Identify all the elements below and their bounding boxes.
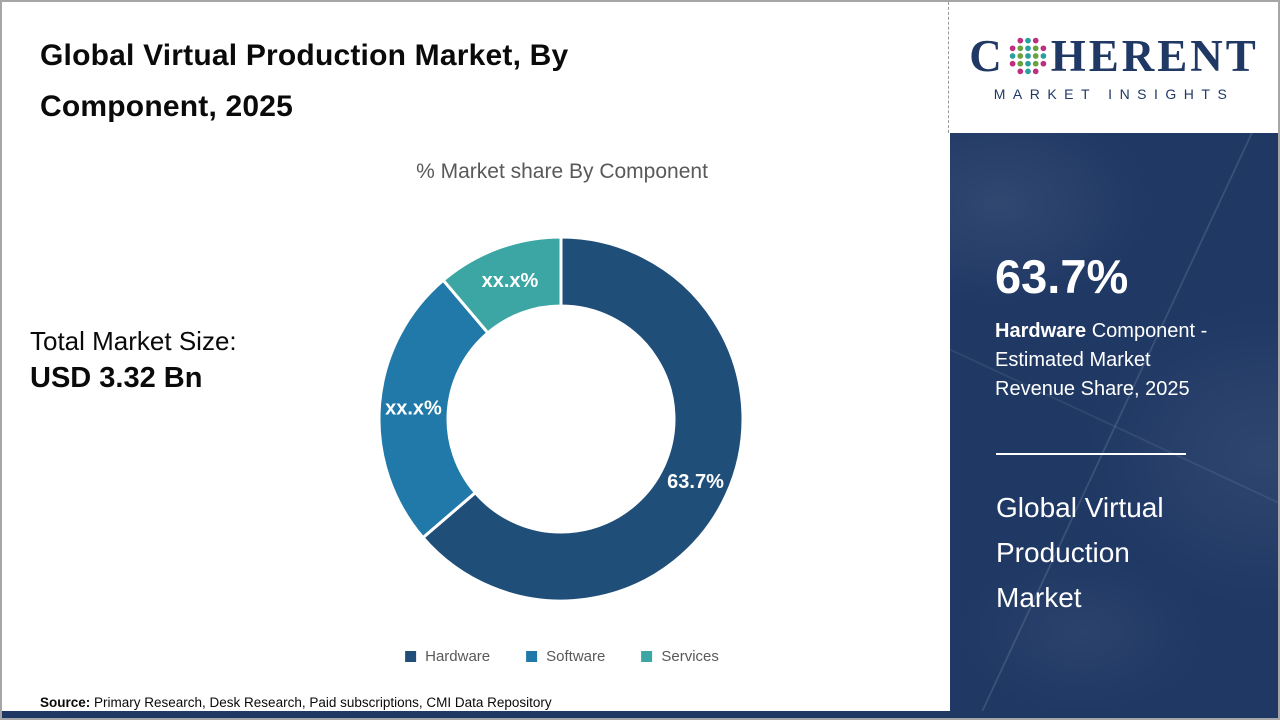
slice-label-hardware: 63.7% — [667, 471, 724, 493]
slice-label-software: xx.x% — [385, 397, 442, 419]
slice-label-services: xx.x% — [482, 270, 539, 292]
chart-legend: Hardware Software Services — [405, 648, 719, 665]
market-name-line3: Market — [996, 582, 1082, 613]
donut-slice-hardware — [420, 235, 745, 603]
market-name-line1: Global Virtual — [996, 492, 1164, 523]
bottom-accent-bar — [2, 711, 1278, 718]
source-label: Source: — [40, 695, 91, 710]
brand-tagline: MARKET INSIGHTS — [993, 85, 1235, 102]
highlight-sidebar: 63.7% Hardware Component - Estimated Mar… — [950, 133, 1278, 718]
page-title-line1: Global Virtual Production Market, By — [40, 39, 569, 72]
dotted-globe-icon — [1009, 37, 1046, 74]
total-market-size: Total Market Size: USD 3.32 Bn — [30, 326, 237, 395]
legend-item-services: Services — [641, 648, 719, 665]
chart-subtitle: % Market share By Component — [416, 160, 708, 183]
stat-description: Hardware Component - Estimated Market Re… — [995, 317, 1207, 404]
page-title: Global Virtual Production Market, By Com… — [40, 30, 568, 132]
divider-line — [996, 453, 1186, 455]
stat-description-bold: Hardware — [995, 320, 1087, 342]
brand-wordmark-suffix: HERENT — [1050, 31, 1259, 81]
brand-wordmark: C HERENT — [969, 34, 1259, 80]
market-name-line2: Production — [996, 537, 1130, 568]
legend-swatch-hardware — [405, 651, 417, 662]
stat-value: 63.7% — [995, 250, 1129, 303]
stat-description-line1: Component - — [1086, 320, 1208, 342]
total-market-size-label: Total Market Size: — [30, 326, 237, 356]
donut-chart: 63.7% xx.x% xx.x% — [377, 235, 745, 603]
sidebar-market-name: Global Virtual Production Market — [996, 485, 1164, 620]
legend-label-software: Software — [546, 648, 606, 665]
donut-slice-software — [377, 278, 490, 540]
stat-description-line3: Revenue Share, 2025 — [995, 378, 1190, 400]
legend-swatch-services — [641, 651, 653, 662]
legend-swatch-software — [526, 651, 538, 662]
legend-item-hardware: Hardware — [405, 648, 490, 665]
total-market-size-value: USD 3.32 Bn — [30, 362, 203, 394]
legend-label-hardware: Hardware — [425, 648, 491, 665]
source-note: Source: Primary Research, Desk Research,… — [40, 695, 552, 710]
page-title-line2: Component, 2025 — [40, 90, 294, 123]
source-text: Primary Research, Desk Research, Paid su… — [90, 695, 552, 710]
brand-wordmark-prefix: C — [969, 31, 1005, 81]
donut-slice-services — [441, 235, 563, 335]
stat-description-line2: Estimated Market — [995, 349, 1151, 371]
legend-label-services: Services — [661, 648, 719, 665]
brand-logo-area: C HERENT MARKET INSIGHTS — [948, 2, 1278, 133]
legend-item-software: Software — [526, 648, 605, 665]
